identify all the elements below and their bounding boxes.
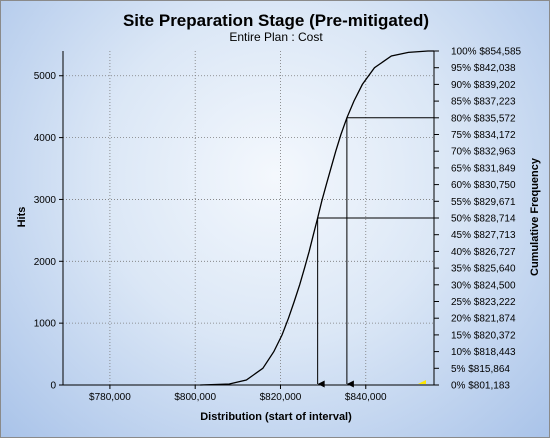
cumulative-tick-label: 100% $854,585 bbox=[451, 47, 522, 58]
cumulative-tick-label: 30% $824,500 bbox=[451, 280, 516, 291]
cumulative-tick-label: 10% $818,443 bbox=[451, 347, 516, 358]
cumulative-tick-label: 75% $834,172 bbox=[451, 130, 516, 141]
y-tick-label: 1000 bbox=[34, 319, 57, 330]
cumulative-tick-label: 70% $832,963 bbox=[451, 147, 516, 158]
cumulative-tick-label: 15% $820,372 bbox=[451, 330, 516, 341]
y-tick-label: 4000 bbox=[34, 133, 57, 144]
chart-subtitle: Entire Plan : Cost bbox=[229, 30, 323, 44]
x-axis-label: Distribution (start of interval) bbox=[200, 411, 352, 423]
x-tick-label: $800,000 bbox=[174, 392, 216, 403]
y-tick-label: 0 bbox=[50, 381, 56, 392]
cumulative-curve bbox=[200, 50, 434, 386]
highlight-mark bbox=[417, 380, 426, 384]
cumulative-tick-label: 85% $837,223 bbox=[451, 97, 516, 108]
cumulative-tick-label: 90% $839,202 bbox=[451, 80, 516, 91]
y-axis-label: Hits bbox=[16, 207, 28, 228]
cumulative-tick-label: 45% $827,713 bbox=[451, 230, 516, 241]
x-tick-label: $840,000 bbox=[345, 392, 387, 403]
cumulative-tick-label: 65% $831,849 bbox=[451, 163, 516, 174]
cumulative-tick-label: 55% $829,671 bbox=[451, 197, 516, 208]
cumulative-tick-label: 95% $842,038 bbox=[451, 63, 516, 74]
cumulative-tick-label: 60% $830,750 bbox=[451, 180, 516, 191]
y2-axis-label: Cumulative Frequency bbox=[529, 157, 541, 276]
x-tick-label: $780,000 bbox=[89, 392, 131, 403]
cumulative-tick-label: 5% $815,864 bbox=[451, 364, 510, 375]
y-tick-label: 3000 bbox=[34, 195, 57, 206]
cumulative-tick-label: 0% $801,183 bbox=[451, 381, 510, 392]
cumulative-tick-label: 35% $825,640 bbox=[451, 264, 516, 275]
y-tick-label: 2000 bbox=[34, 257, 57, 268]
x-tick-label: $820,000 bbox=[260, 392, 302, 403]
chart-title: Site Preparation Stage (Pre-mitigated) bbox=[123, 11, 429, 30]
cumulative-tick-label: 25% $823,222 bbox=[451, 297, 516, 308]
cumulative-tick-label: 80% $835,572 bbox=[451, 113, 516, 124]
cumulative-tick-label: 20% $821,874 bbox=[451, 314, 516, 325]
y-tick-label: 5000 bbox=[34, 71, 57, 82]
cumulative-tick-label: 50% $828,714 bbox=[451, 214, 516, 225]
cumulative-tick-label: 40% $826,727 bbox=[451, 247, 516, 258]
